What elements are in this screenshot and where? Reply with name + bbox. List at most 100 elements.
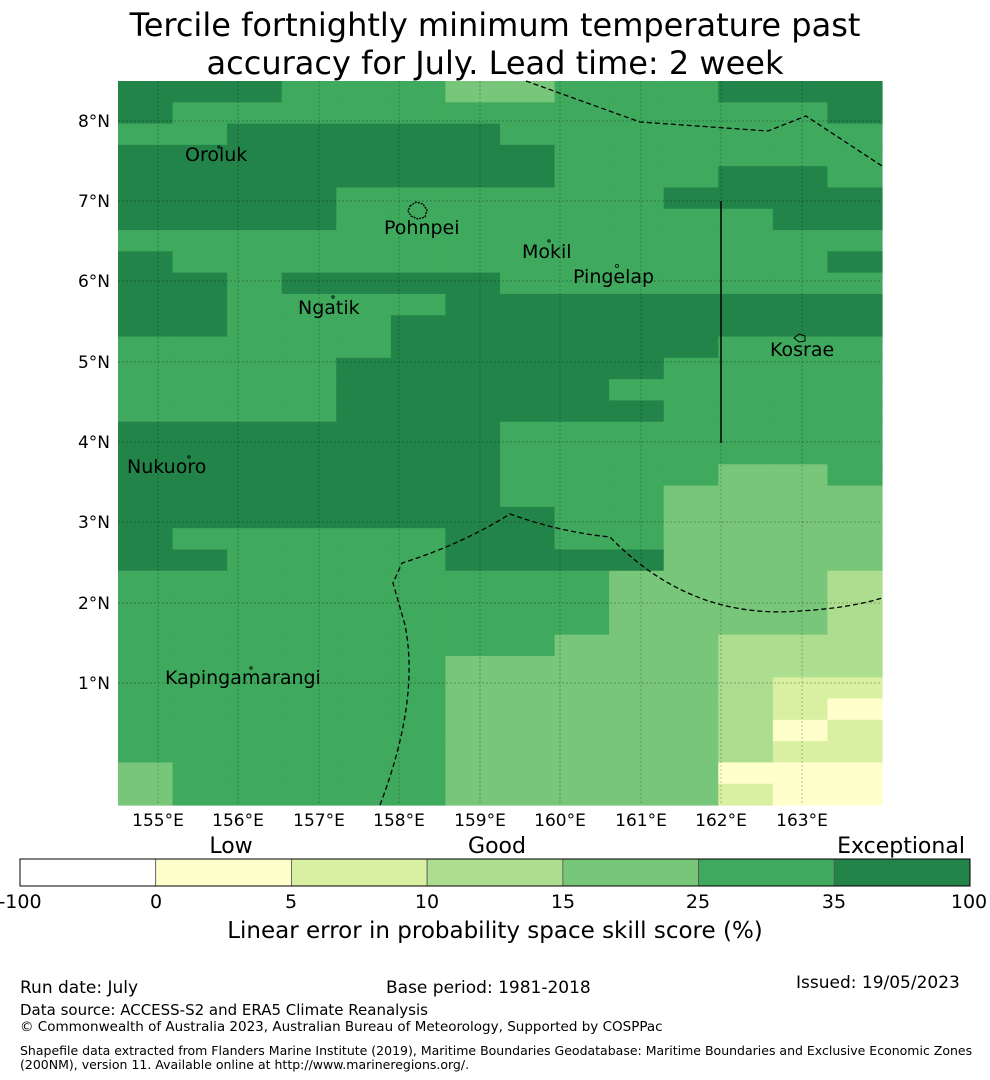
grid-cell bbox=[227, 549, 283, 572]
grid-cell bbox=[609, 443, 665, 465]
grid-cell bbox=[554, 485, 610, 508]
grid-cell bbox=[554, 208, 610, 231]
grid-cell bbox=[500, 464, 556, 487]
category-low: Low bbox=[209, 834, 252, 859]
grid-cell bbox=[227, 293, 283, 316]
grid-cell bbox=[554, 102, 610, 125]
grid-cell bbox=[445, 379, 501, 402]
grid-cell bbox=[772, 464, 829, 487]
grid-cell bbox=[118, 549, 174, 572]
grid-cell bbox=[609, 272, 665, 295]
grid-cell bbox=[336, 230, 392, 252]
grid-cell bbox=[554, 698, 610, 721]
grid-cell bbox=[227, 272, 283, 295]
grid-cell bbox=[609, 187, 665, 210]
grid-cell bbox=[390, 677, 447, 700]
grid-cell bbox=[172, 272, 228, 295]
grid-cell bbox=[336, 592, 392, 614]
grid-cell bbox=[609, 570, 665, 593]
cb-tick-neg100: -100 bbox=[0, 891, 42, 913]
grid-cell bbox=[772, 592, 829, 614]
grid-cell bbox=[390, 549, 447, 572]
grid-cell bbox=[281, 251, 337, 274]
grid-cell bbox=[172, 81, 228, 103]
grid-cell bbox=[554, 613, 610, 636]
grid-cell bbox=[827, 655, 883, 678]
grid-cell bbox=[663, 634, 719, 657]
lat-tick-1: 1°N bbox=[78, 674, 110, 694]
grid-cell bbox=[827, 677, 883, 700]
grid-cell bbox=[609, 549, 665, 572]
grid-cell bbox=[390, 272, 447, 295]
grid-cell bbox=[336, 421, 392, 444]
grid-cell bbox=[281, 144, 337, 167]
grid-cell bbox=[445, 655, 501, 678]
grid-cell bbox=[772, 293, 829, 316]
grid-cell bbox=[500, 102, 556, 125]
copyright: © Commonwealth of Australia 2023, Austra… bbox=[20, 1019, 663, 1035]
grid-cell bbox=[227, 208, 283, 231]
grid-cell bbox=[718, 570, 774, 593]
grid-cell bbox=[772, 102, 829, 125]
grid-cell bbox=[118, 464, 174, 487]
grid-cell bbox=[718, 230, 774, 252]
grid-cell bbox=[336, 272, 392, 295]
grid-cell bbox=[336, 315, 392, 338]
grid-cell bbox=[336, 506, 392, 529]
grid-cell bbox=[227, 741, 283, 764]
colorbar-category-labels: Low Good Exceptional bbox=[209, 834, 965, 859]
grid-cell bbox=[390, 421, 447, 444]
grid-cell bbox=[172, 379, 228, 402]
grid-cell bbox=[390, 741, 447, 764]
grid-cell bbox=[663, 293, 719, 316]
grid-cell bbox=[172, 336, 228, 359]
eez-boundary-south bbox=[379, 513, 883, 806]
grid-cell bbox=[718, 443, 774, 465]
place-label-oroluk: Oroluk bbox=[185, 144, 247, 166]
grid-cell bbox=[227, 336, 283, 359]
grid-cell bbox=[609, 485, 665, 508]
grid-cell bbox=[554, 251, 610, 274]
grid-cell bbox=[118, 400, 174, 423]
grid-cell bbox=[500, 293, 556, 316]
lat-tick-5: 5°N bbox=[78, 353, 110, 373]
grid-cell bbox=[609, 506, 665, 529]
grid-cell bbox=[445, 485, 501, 508]
grid-cell bbox=[336, 208, 392, 231]
grid-cell bbox=[554, 655, 610, 678]
grid-cell bbox=[500, 741, 556, 764]
grid-cell bbox=[554, 187, 610, 210]
grid-cell bbox=[772, 485, 829, 508]
grid-cell bbox=[390, 485, 447, 508]
grid-cell bbox=[827, 783, 883, 806]
title-line-2: accuracy for July. Lead time: 2 week bbox=[206, 44, 784, 82]
grid-cell bbox=[500, 81, 556, 103]
kosrae-island-icon bbox=[793, 333, 806, 343]
grid-cell bbox=[172, 123, 228, 146]
grid-cell bbox=[772, 719, 829, 742]
grid-cell bbox=[500, 506, 556, 529]
grid-cell bbox=[445, 741, 501, 764]
grid-cell bbox=[281, 166, 337, 189]
grid-cell bbox=[827, 293, 883, 316]
grid-cell bbox=[172, 230, 228, 252]
place-label-nukuoro: Nukuoro bbox=[127, 456, 206, 478]
grid-cell bbox=[718, 613, 774, 636]
grid-cell bbox=[554, 421, 610, 444]
place-label-kapingamarangi: Kapingamarangi bbox=[165, 667, 321, 689]
grid-cell bbox=[827, 81, 883, 103]
grid-cell bbox=[172, 443, 228, 465]
grid-cell bbox=[172, 634, 228, 657]
grid-cell bbox=[827, 698, 883, 721]
colorbar-segment bbox=[155, 858, 292, 887]
grid-cell bbox=[281, 506, 337, 529]
title-line-1: Tercile fortnightly minimum temperature … bbox=[129, 6, 861, 44]
grid-cell bbox=[390, 166, 447, 189]
grid-cell bbox=[718, 293, 774, 316]
grid-cell bbox=[118, 102, 174, 125]
colorbar-segment bbox=[291, 858, 428, 887]
grid-cell bbox=[500, 592, 556, 614]
grid-cell bbox=[663, 443, 719, 465]
grid-cell bbox=[172, 421, 228, 444]
grid-cell bbox=[281, 783, 337, 806]
